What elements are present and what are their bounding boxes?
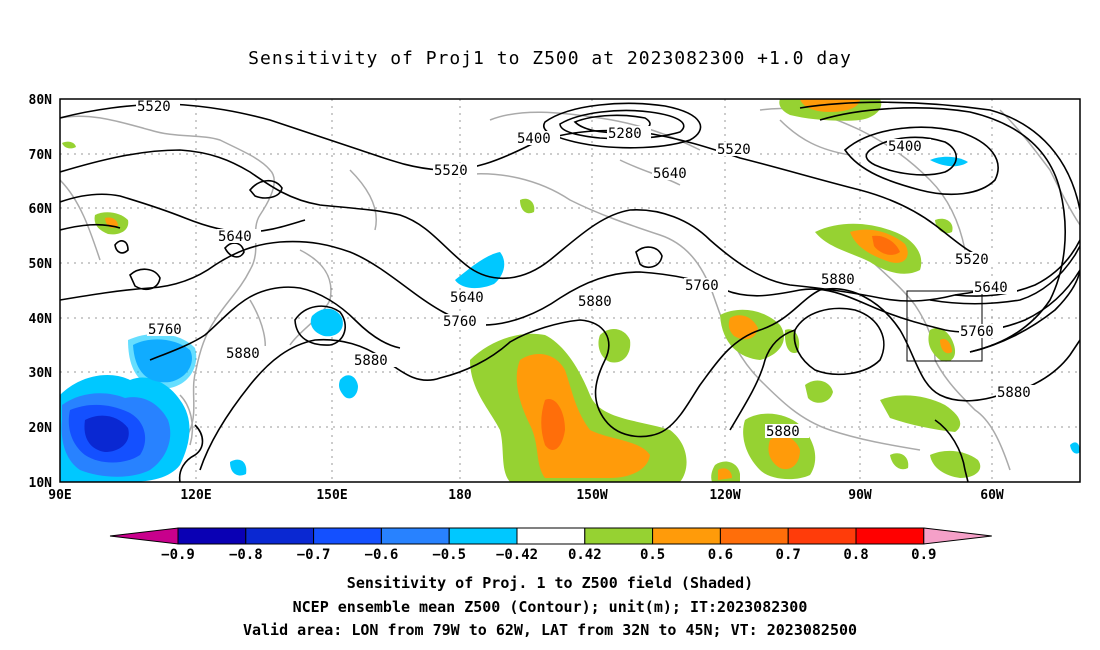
footer-line-3: Valid area: LON from 79W to 62W, LAT fro…: [242, 621, 858, 639]
colorbar-segment: [516, 527, 586, 545]
lat-tick-label: 70N: [29, 148, 53, 163]
lat-tick-label: 20N: [29, 421, 53, 436]
colorbar-label: 0.42: [568, 547, 602, 563]
contour-label: 5880: [821, 272, 855, 288]
contour-labels: 5520 5400 5280 5520 5640 5400 5520 5640 …: [136, 99, 1040, 440]
lon-tick-label: 120E: [180, 488, 211, 503]
chart-title: Sensitivity of Proj1 to Z500 at 20230823…: [248, 48, 852, 69]
lat-tick-label: 30N: [29, 366, 53, 381]
lat-tick-label: 60N: [29, 202, 53, 217]
map-frame: [59, 98, 1081, 483]
contour-label: 5640: [653, 166, 687, 182]
colorbar-label: 0.7: [776, 547, 801, 563]
contour-label: 5400: [517, 131, 551, 147]
colorbar-label: −0.9: [161, 547, 195, 563]
lon-tick-label: 150W: [576, 488, 607, 503]
colorbar-segment: [177, 527, 247, 545]
contour-label: 5640: [450, 290, 484, 306]
contour-label: 5640: [218, 229, 252, 245]
colorbar-segment: [855, 527, 925, 545]
z500-contours: [60, 101, 1080, 482]
colorbar-label: 0.6: [708, 547, 733, 563]
colorbar-label: 0.5: [640, 547, 665, 563]
longitude-axis: 90E 120E 150E 180 150W 120W 90W 60W: [48, 488, 1004, 503]
contour-label: 5760: [960, 324, 994, 340]
latitude-axis: 80N 70N 60N 50N 40N 30N 20N 10N: [29, 93, 53, 491]
contour-label: 5400: [888, 139, 922, 155]
colorbar-label: −0.5: [432, 547, 466, 563]
contour-label: 5520: [955, 252, 989, 268]
contour-label: 5280: [608, 126, 642, 142]
negative-sensitivity-shading: [60, 156, 1080, 482]
contour-label: 5520: [434, 163, 468, 179]
lon-tick-label: 180: [448, 488, 472, 503]
colorbar-segment: [787, 527, 857, 545]
contour-label: 5880: [354, 353, 388, 369]
colorbar-label: −0.8: [229, 547, 263, 563]
contour-label: 5520: [137, 99, 171, 115]
positive-sensitivity-shading: [62, 99, 981, 482]
lat-tick-label: 50N: [29, 257, 53, 272]
contour-label: 5760: [148, 322, 182, 338]
lat-tick-label: 10N: [29, 476, 53, 491]
gridlines: [60, 99, 1080, 482]
contour-label: 5880: [578, 294, 612, 310]
colorbar-label: −0.7: [297, 547, 331, 563]
lon-tick-label: 90E: [48, 488, 71, 503]
colorbar-label: −0.6: [365, 547, 399, 563]
contour-label: 5520: [717, 142, 751, 158]
contour-label: 5880: [226, 346, 260, 362]
footer-line-1: Sensitivity of Proj. 1 to Z500 field (Sh…: [346, 574, 754, 592]
footer-line-2: NCEP ensemble mean Z500 (Contour); unit(…: [292, 598, 808, 616]
contour-label: 5760: [443, 314, 477, 330]
colorbar-segment: [448, 527, 518, 545]
colorbar-segment: [719, 527, 789, 545]
colorbar-segment: [313, 527, 382, 545]
colorbar-segment: [245, 527, 315, 545]
lat-tick-label: 80N: [29, 93, 53, 108]
contour-label: 5760: [685, 278, 719, 294]
colorbar-label: −0.42: [496, 547, 538, 563]
colorbar-max-arrow: [923, 527, 992, 545]
colorbar-label: 0.8: [843, 547, 868, 563]
contour-label: 5880: [997, 385, 1031, 401]
colorbar-segment: [652, 527, 721, 545]
lon-tick-label: 90W: [848, 488, 872, 503]
colorbar-label: 0.9: [911, 547, 936, 563]
colorbar: −0.9 −0.8 −0.7 −0.6 −0.5 −0.42 0.42 0.5 0.6 0.7 0.…: [109, 527, 992, 563]
colorbar-segment: [380, 527, 450, 545]
lon-tick-label: 120W: [709, 488, 740, 503]
lon-tick-label: 150E: [316, 488, 347, 503]
colorbar-segment: [584, 527, 654, 545]
lat-tick-label: 40N: [29, 312, 53, 327]
lon-tick-label: 60W: [980, 488, 1004, 503]
contour-label: 5880: [766, 424, 800, 440]
contour-label: 5640: [974, 280, 1008, 296]
colorbar-min-arrow: [109, 527, 179, 545]
